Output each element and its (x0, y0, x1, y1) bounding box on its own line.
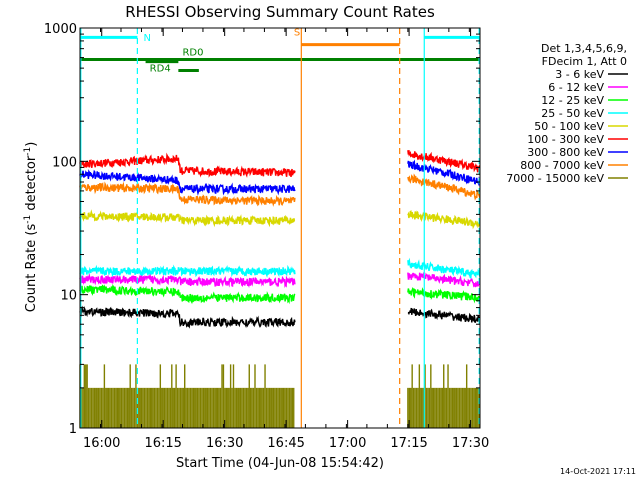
x-tick-label-2: 16:30 (206, 436, 243, 451)
bar-label-3: RD4 (150, 64, 171, 75)
y-axis-label-mid: detector (24, 155, 39, 215)
legend-header-0: Det 1,3,4,5,6,9, (541, 42, 627, 55)
x-tick-label-6: 17:30 (452, 436, 489, 451)
series-trace-3-1 (407, 210, 481, 230)
y-axis-label-main: Count Rate (s (24, 224, 39, 313)
y-axis-label-end: ) (24, 142, 39, 147)
series-trace-6-1 (407, 287, 481, 304)
series-trace-0-0 (79, 152, 296, 178)
legend: Det 1,3,4,5,6,9,FDecim 1, Att 03 - 6 keV… (506, 42, 628, 185)
x-tick-label-0: 16:00 (83, 436, 120, 451)
legend-entry-label-3: 25 - 50 keV (541, 107, 604, 120)
legend-entry-label-4: 50 - 100 keV (534, 120, 604, 133)
series-trace-7-0 (79, 305, 296, 329)
series-trace-4-1 (407, 257, 481, 279)
series-trace-6-0 (79, 283, 296, 305)
y-axis-label-sup1: -1 (23, 215, 33, 224)
legend-entry-label-7: 800 - 7000 keV (520, 159, 604, 172)
legend-entry-label-6: 300 - 800 keV (527, 146, 604, 159)
chart-title: RHESSI Observing Summary Count Rates (125, 3, 435, 21)
background-band-1 (407, 364, 481, 428)
series-trace-0-1 (407, 150, 481, 173)
series-trace-4-0 (79, 264, 296, 278)
legend-entry-label-1: 6 - 12 keV (548, 81, 604, 94)
series-trace-5-1 (407, 271, 481, 288)
series-trace-1-0 (79, 169, 296, 196)
series-trace-5-0 (79, 273, 296, 289)
data-layer: N S RD0 RD4 (79, 27, 481, 428)
bar-label-1: S (294, 27, 300, 38)
legend-entry-label-0: 3 - 6 keV (555, 68, 604, 81)
series-trace-7-1 (407, 307, 480, 323)
footer-date: 14-Oct-2021 17:11 (560, 467, 636, 476)
y-tick-label-2: 100 (52, 155, 77, 170)
legend-entry-label-8: 7000 - 15000 keV (506, 172, 604, 185)
y-tick-label-1: 10 (60, 289, 77, 304)
axes-layer: 1 10 100 1000 16:00 16:15 16:30 16:45 17:00 17:15… (44, 22, 489, 451)
y-axis-label-sup2: -1 (23, 147, 33, 156)
plot-frame (79, 27, 481, 429)
legend-entry-label-2: 12 - 25 keV (541, 94, 604, 107)
y-tick-label-3: 1000 (44, 22, 77, 37)
series-trace-1-1 (407, 159, 481, 187)
y-axis-label: Count Rate (s-1 detector-1) (23, 142, 39, 313)
legend-entry-label-5: 100 - 300 keV (527, 133, 604, 146)
series-trace-2-1 (407, 173, 481, 201)
x-tick-label-1: 16:15 (144, 436, 181, 451)
bar-label-2: RD0 (182, 48, 203, 59)
series-trace-2-0 (79, 181, 296, 207)
x-tick-label-4: 17:00 (329, 436, 366, 451)
bar-label-0: N (144, 33, 151, 44)
y-tick-label-0: 1 (69, 422, 77, 437)
legend-header-1: FDecim 1, Att 0 (542, 55, 627, 68)
x-tick-label-3: 16:45 (267, 436, 304, 451)
series-trace-3-0 (79, 209, 296, 228)
background-band-0 (79, 364, 295, 428)
x-tick-label-5: 17:15 (390, 436, 427, 451)
x-axis-label: Start Time (04-Jun-08 15:54:42) (176, 456, 384, 471)
